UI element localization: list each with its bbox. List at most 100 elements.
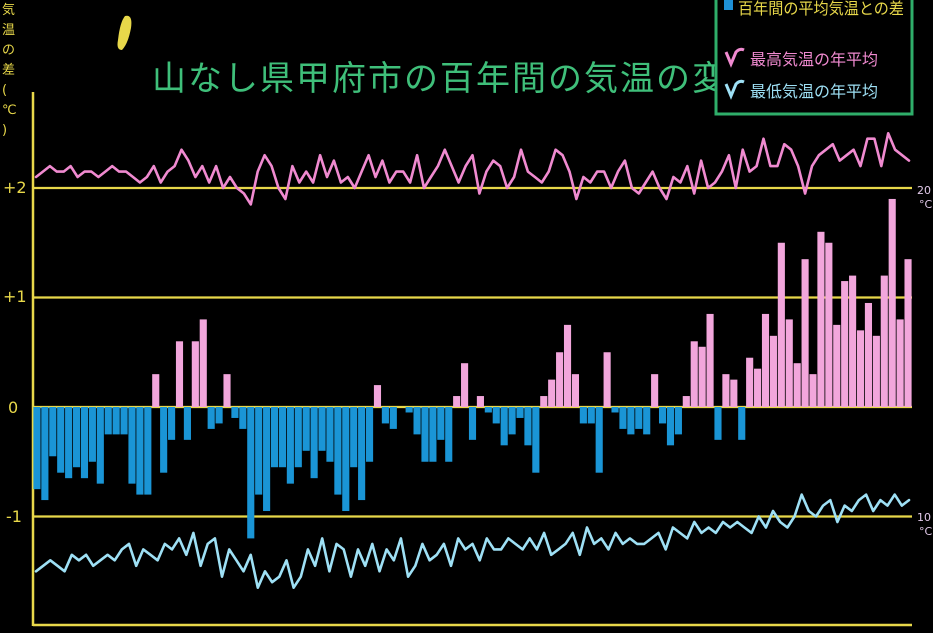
bar [216,407,223,423]
bar [350,407,357,467]
bar [334,407,341,495]
bar [825,243,832,407]
bar [453,396,460,407]
bar [223,374,230,407]
bar [406,407,413,412]
bar [556,352,563,407]
bar [754,369,761,407]
bar [105,407,112,434]
bar [57,407,64,473]
bar [136,407,143,495]
bar [311,407,318,478]
bar [778,243,785,407]
bar [279,407,286,467]
legend-swatch-bar [724,0,733,10]
bar [509,407,516,434]
bar [295,407,302,467]
bar [287,407,294,484]
bar [41,407,48,500]
legend-label: 百年間の平均気温との差 [738,0,904,18]
bar [548,380,555,407]
bar [849,276,856,407]
bar [239,407,246,429]
bar [160,407,167,473]
bar [255,407,262,495]
bar [643,407,650,434]
bar [445,407,452,462]
right-tick-label: 10 [917,511,931,524]
bar [722,374,729,407]
bar [342,407,349,511]
bar [303,407,310,451]
y-axis-label-char: 差 [2,63,15,78]
bar [873,336,880,407]
y-tick-label: +2 [3,178,27,197]
bar [714,407,721,440]
bar [817,232,824,407]
bar [897,319,904,407]
bar [786,319,793,407]
y-axis-label-char: の [2,43,15,58]
bar [532,407,539,473]
bar [461,363,468,407]
bar [691,341,698,407]
bar [382,407,389,423]
y-axis-label-char: ℃ [2,103,17,118]
bar [97,407,104,484]
bar [857,330,864,407]
bar [144,407,151,495]
bar [121,407,128,434]
bar [707,314,714,407]
bar [200,319,207,407]
y-axis-label-char: ) [2,123,7,138]
bar [596,407,603,473]
bar [390,407,397,429]
bar [469,407,476,440]
bar [366,407,373,462]
bar [81,407,88,478]
right-tick-unit: °C [919,525,933,538]
bar [437,407,444,440]
bar [421,407,428,462]
bar [168,407,175,440]
bar [841,281,848,407]
bar [33,407,40,489]
y-axis-label-char: ( [2,83,7,98]
bar [128,407,135,484]
y-axis-label-char: 温 [2,23,15,38]
bar [770,336,777,407]
bar [231,407,238,418]
bar [271,407,278,467]
bar [746,358,753,407]
bar [675,407,682,434]
legend: 百年間の平均気温との差 最高気温の年平均 最低気温の年平均 [716,0,912,114]
y-tick-label: +1 [3,287,27,306]
right-tick-label: 20 [917,184,931,197]
chart-title: 山なし県甲府市の百年間の気温の変化 [152,59,764,99]
bar [540,396,547,407]
bar [580,407,587,423]
bar [176,341,183,407]
bar [247,407,254,538]
bar [564,325,571,407]
bar [833,325,840,407]
bar [493,407,500,423]
bar [683,396,690,407]
bar [326,407,333,462]
bar [184,407,191,440]
bar [651,374,658,407]
bar [89,407,96,462]
bar [738,407,745,440]
bar [192,341,199,407]
bar [516,407,523,418]
bar [881,276,888,407]
bar [318,407,325,451]
bar [635,407,642,429]
bar [699,347,706,407]
y-axis-label-char: 気 [2,2,15,18]
bar [572,374,579,407]
bar [730,380,737,407]
bar [113,407,120,434]
bar [619,407,626,429]
